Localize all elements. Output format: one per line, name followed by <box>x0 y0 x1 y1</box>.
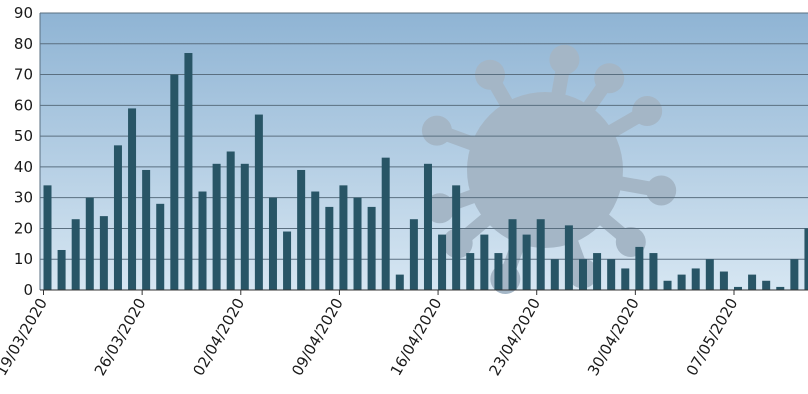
y-tick-label: 80 <box>14 35 33 53</box>
x-tick-label: 30/04/2020 <box>584 295 643 379</box>
bar <box>156 203 165 290</box>
bar <box>705 259 714 290</box>
x-tick-label: 26/03/2020 <box>91 295 150 379</box>
bar <box>550 259 559 290</box>
bar <box>452 185 461 290</box>
bar <box>184 53 193 291</box>
bar <box>748 274 757 290</box>
x-tick-label: 16/04/2020 <box>387 295 446 379</box>
bar <box>283 231 292 290</box>
x-tick-label: 19/03/2020 <box>0 295 51 379</box>
x-tick-label: 07/05/2020 <box>683 295 742 379</box>
bar <box>438 234 447 290</box>
x-tick-label: 02/04/2020 <box>189 295 248 379</box>
y-tick-label: 40 <box>14 158 33 176</box>
bar <box>43 185 52 290</box>
bar <box>621 268 630 290</box>
y-axis: 0 10 20 30 40 50 60 70 80 90 <box>14 4 41 299</box>
y-tick-label: 60 <box>14 96 33 114</box>
bar <box>719 271 728 290</box>
bar <box>593 253 602 290</box>
bar <box>423 163 432 290</box>
y-tick-label: 70 <box>14 66 33 84</box>
bar <box>339 185 348 290</box>
virus-spike-tip <box>594 63 625 94</box>
bar <box>466 253 475 290</box>
bar <box>691 268 700 290</box>
virus-body <box>467 92 623 248</box>
bar <box>494 253 503 290</box>
bar <box>381 157 390 290</box>
virus-spike-tip <box>549 44 580 75</box>
y-tick-label: 0 <box>23 281 33 299</box>
bar <box>804 228 808 290</box>
bar <box>142 169 151 290</box>
bar <box>776 286 785 290</box>
virus-spike-tip <box>646 175 677 206</box>
bar <box>733 286 742 290</box>
bar <box>240 163 249 290</box>
bar <box>99 216 108 290</box>
bar <box>522 234 531 290</box>
bar <box>128 108 137 291</box>
bar <box>71 219 80 290</box>
y-tick-label: 30 <box>14 189 33 207</box>
bar <box>113 145 122 290</box>
bar <box>212 163 221 290</box>
y-tick-label: 20 <box>14 219 33 237</box>
virus-icon <box>421 44 677 295</box>
bar <box>508 219 517 290</box>
bar <box>395 274 404 290</box>
bar <box>649 253 658 290</box>
bar <box>311 191 320 290</box>
bar <box>353 197 362 290</box>
bar <box>198 191 207 290</box>
bar <box>536 219 545 290</box>
y-tick-label: 10 <box>14 250 33 268</box>
bar <box>268 197 277 290</box>
bar <box>325 206 334 290</box>
bars <box>43 53 808 291</box>
bar <box>367 206 376 290</box>
bar <box>480 234 489 290</box>
bar <box>762 280 771 290</box>
x-tick-label: 23/04/2020 <box>485 295 544 379</box>
virus-spike-tip <box>424 193 455 224</box>
virus-spike-tip <box>421 115 452 146</box>
bar <box>254 114 263 290</box>
bar <box>564 225 573 290</box>
bar <box>85 197 94 290</box>
bar <box>677 274 686 290</box>
x-tick-label: 09/04/2020 <box>288 295 347 379</box>
bar <box>57 249 66 290</box>
bar <box>226 151 235 290</box>
bar <box>170 74 179 290</box>
y-tick-label: 50 <box>14 127 33 145</box>
bar <box>578 259 587 290</box>
x-axis: 19/03/2020 26/03/2020 02/04/2020 09/04/2020… <box>0 289 808 379</box>
bar <box>663 280 672 290</box>
y-tick-label: 90 <box>14 4 33 22</box>
bar <box>607 259 616 290</box>
bar <box>790 259 799 290</box>
virus-spike-tip <box>632 96 663 126</box>
bar <box>409 219 418 290</box>
bar <box>297 169 306 290</box>
bar <box>635 246 644 290</box>
